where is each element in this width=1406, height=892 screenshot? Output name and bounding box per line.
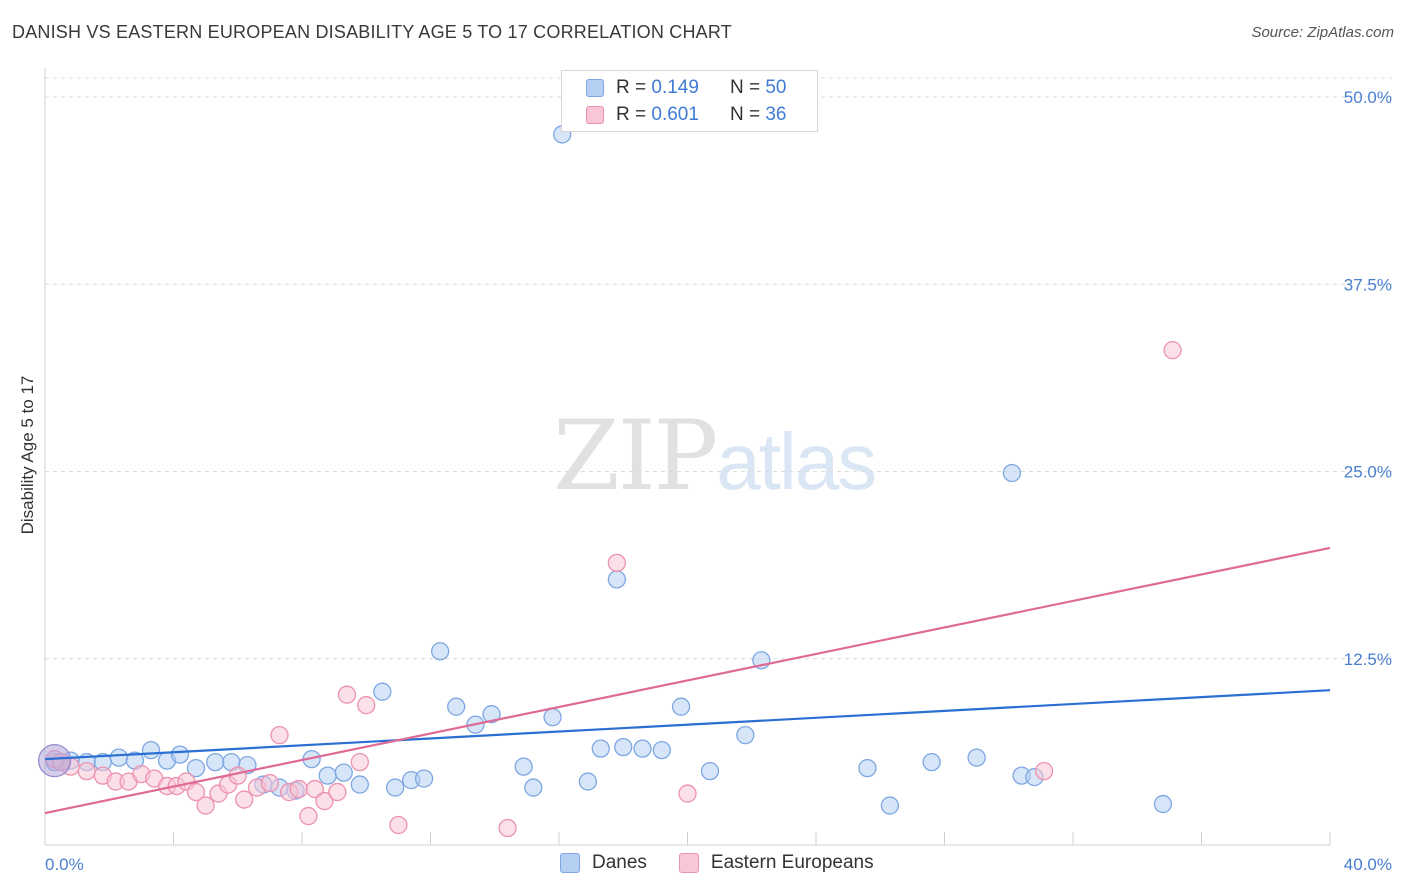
point-danes (1002, 463, 1022, 483)
legend-r-label: R = (616, 104, 647, 125)
legend-row-eastern-europeans: R = 0.601 N = 36 (586, 102, 786, 128)
legend-n-label: N = (729, 104, 761, 125)
point-danes (447, 697, 466, 716)
point-danes (578, 772, 598, 791)
legend-n-value: 36 (765, 104, 787, 125)
point-eastern-europeans (270, 725, 289, 745)
point-danes (109, 748, 129, 767)
point-danes (141, 740, 161, 760)
point-danes (430, 642, 450, 661)
x-tick-label: 40.0% (1344, 855, 1392, 874)
watermark-atlas: atlas (716, 417, 877, 506)
cluster-point-danes (37, 743, 72, 778)
point-danes (524, 778, 543, 797)
y-tick-label: 37.5% (1344, 275, 1392, 294)
point-eastern-europeans (305, 779, 325, 799)
y-tick-label: 25.0% (1344, 463, 1392, 482)
point-danes (700, 761, 720, 781)
y-tick-label: 50.0% (1344, 88, 1392, 107)
point-eastern-europeans (186, 782, 206, 802)
bottom-legend-swatch-danes (560, 853, 580, 873)
point-danes (922, 752, 941, 772)
point-danes (633, 739, 652, 758)
bottom-legend-swatch-eastern-europeans (678, 853, 699, 873)
point-danes (543, 708, 562, 727)
point-danes (858, 758, 877, 778)
bottom-legend-eastern-europeans: Eastern Europeans (678, 852, 874, 874)
legend-r-value: 0.601 (651, 104, 699, 125)
point-eastern-europeans (1034, 761, 1054, 781)
point-danes (414, 769, 434, 788)
point-eastern-europeans (1163, 341, 1182, 360)
point-danes (967, 748, 986, 767)
legend-r-value: 0.149 (651, 77, 699, 98)
point-danes (736, 725, 755, 745)
x-tick-label: 0.0% (45, 855, 84, 874)
point-eastern-europeans (196, 796, 215, 815)
point-eastern-europeans (328, 782, 347, 802)
point-danes (334, 763, 353, 782)
point-eastern-europeans (498, 818, 517, 838)
watermark-zip: ZIP (553, 400, 718, 512)
source-credit: Source: ZipAtlas.com (1251, 24, 1394, 41)
point-eastern-europeans (235, 790, 254, 809)
bottom-legend-label-danes: Danes (592, 852, 647, 873)
point-eastern-europeans (289, 779, 308, 799)
point-danes (514, 757, 533, 776)
point-eastern-europeans (315, 791, 334, 811)
legend-r-label: R = (616, 77, 647, 98)
point-danes (373, 682, 392, 701)
point-eastern-europeans (607, 553, 626, 573)
point-danes (350, 775, 369, 794)
point-eastern-europeans (350, 752, 369, 772)
bottom-legend: Danes Eastern Europeans (560, 852, 906, 874)
point-eastern-europeans (299, 806, 318, 826)
point-eastern-europeans (260, 773, 280, 793)
point-danes (591, 739, 610, 758)
bottom-legend-danes: Danes (560, 852, 647, 874)
legend-n-label: N = (729, 77, 761, 98)
point-eastern-europeans (357, 696, 376, 715)
point-danes (652, 740, 671, 760)
chart-title: DANISH VS EASTERN EUROPEAN DISABILITY AG… (12, 22, 732, 42)
point-danes (186, 758, 206, 778)
point-eastern-europeans (77, 761, 96, 781)
watermark: ZIPatlas (553, 400, 877, 512)
legend-n-value: 50 (765, 77, 787, 98)
legend-swatch-danes (586, 79, 604, 97)
point-danes (386, 778, 405, 797)
legend-swatch-eastern-europeans (586, 106, 604, 124)
point-eastern-europeans (337, 685, 357, 704)
point-danes (671, 697, 691, 716)
point-danes (318, 766, 337, 785)
point-danes (1153, 794, 1173, 814)
point-eastern-europeans (389, 815, 408, 835)
point-eastern-europeans (678, 784, 697, 803)
bottom-legend-label-eastern-europeans: Eastern Europeans (710, 852, 874, 873)
y-tick-label: 12.5% (1344, 650, 1392, 669)
trendline-eastern-europeans (44, 546, 1331, 815)
point-danes (614, 737, 633, 757)
point-danes (206, 752, 225, 772)
point-danes (170, 745, 190, 764)
legend-row-danes: R = 0.149 N = 50 (586, 75, 786, 101)
correlation-legend: R = 0.149 N = 50 R = 0.601 N = 36 (561, 70, 818, 132)
point-danes (607, 570, 626, 589)
point-danes (880, 796, 900, 815)
point-danes (482, 705, 501, 724)
trendline-danes (44, 689, 1331, 761)
